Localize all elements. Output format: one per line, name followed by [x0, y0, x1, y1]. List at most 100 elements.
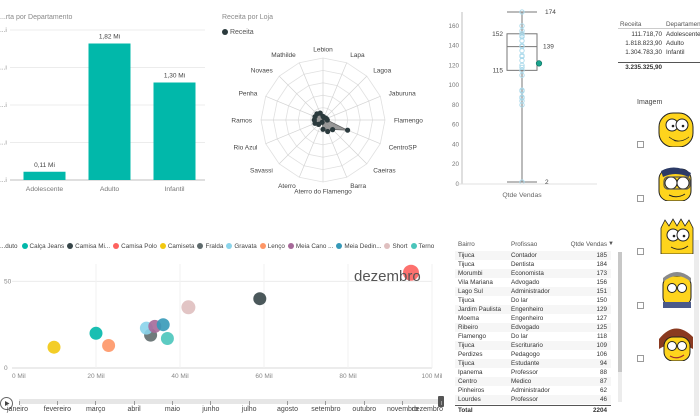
- x-tick-label: Infantil: [164, 186, 185, 193]
- table-row[interactable]: Ipanema Professor 88: [455, 368, 611, 377]
- timeline-month-label[interactable]: setembro: [311, 406, 341, 413]
- row-checkbox[interactable]: [637, 355, 644, 362]
- table-row[interactable]: Morumbi Economista 173: [455, 269, 611, 278]
- timeline-month-label[interactable]: outubro: [352, 406, 377, 413]
- table-row[interactable]: Tijuca Dentista 184: [455, 260, 611, 269]
- sales-box-plot[interactable]: 0204060801001201401601741521391152Qtde V…: [445, 4, 605, 204]
- timeline-month-label[interactable]: junho: [202, 406, 220, 413]
- dept-bar-chart[interactable]: ...i ...i ...i ...i ...i 0,11 Mi Adolescente 1,…: [0, 22, 215, 202]
- table-row[interactable]: Tijuca Contador 185: [455, 251, 611, 260]
- legend-item[interactable]: Meia Cano ...: [287, 243, 333, 250]
- timeline-month-label[interactable]: novembro: [387, 406, 419, 413]
- cell-profissao: Advogado: [511, 279, 540, 286]
- data-point: [519, 95, 525, 101]
- skinner-avatar: [655, 272, 697, 308]
- data-point: [519, 38, 525, 44]
- sales-header-qtde[interactable]: Qtde Vendas: [570, 241, 607, 248]
- row-checkbox[interactable]: [637, 302, 644, 309]
- table-row[interactable]: Perdizes Pedagogo 106: [455, 350, 611, 359]
- table-row[interactable]: Pinheiros Administrador 62: [455, 386, 611, 395]
- table-row[interactable]: Jardim Paulista Engenheiro 129: [455, 305, 611, 314]
- table-row[interactable]: Flamengo Do lar 118: [455, 332, 611, 341]
- dept-chart-title: ...rta por Departamento: [0, 14, 73, 21]
- cell-qtde-vendas: 106: [596, 351, 607, 358]
- row-checkbox[interactable]: [637, 195, 644, 202]
- revenue-value: 1.304.783,30: [625, 49, 662, 56]
- median-label: 139: [543, 44, 554, 51]
- cell-profissao: Do lar: [511, 297, 528, 304]
- cell-bairro: Perdizes: [458, 351, 483, 358]
- table-row[interactable]: Lago Sul Administrador 151: [455, 287, 611, 296]
- table-row[interactable]: Tijuca Do lar 150: [455, 296, 611, 305]
- timeline-month-label[interactable]: abril: [127, 406, 141, 413]
- legend-dot-icon: [410, 243, 417, 249]
- table-row[interactable]: Vila Mariana Advogado 156: [455, 278, 611, 287]
- legend-item[interactable]: Meia Dedin...: [336, 243, 381, 250]
- legend-item[interactable]: Short: [384, 243, 408, 250]
- department-name: Infantil: [666, 49, 685, 56]
- q1-label: 115: [493, 67, 504, 74]
- timeline-month-label[interactable]: julho: [241, 406, 257, 413]
- y-tick-label: ...i: [0, 27, 7, 34]
- timeline-month-label[interactable]: dezembro: [411, 406, 443, 413]
- image-panel-scrollbar[interactable]: [694, 240, 699, 416]
- cell-profissao: Administrador: [511, 387, 550, 394]
- legend-item[interactable]: Lenço: [259, 243, 285, 250]
- table-row[interactable]: Centro Medico 87: [455, 377, 611, 386]
- sales-table[interactable]: Bairro Profissao Qtde Vendas ▼ Tijuca Con…: [455, 240, 625, 416]
- sales-header-bairro[interactable]: Bairro: [458, 241, 475, 248]
- cell-bairro: Ribeiro: [458, 324, 478, 331]
- timeline-month-label[interactable]: março: [85, 406, 106, 413]
- timeline-months: janeiro fevereiro março abril maio junho julho…: [0, 396, 450, 416]
- revenue-header-department[interactable]: Departamen...: [666, 21, 700, 28]
- radar-axis-label: Jaburuna: [389, 90, 416, 97]
- timeline-month-label[interactable]: fevereiro: [43, 406, 72, 413]
- radar-axis-label: Flamengo: [394, 118, 423, 125]
- play-button[interactable]: [0, 397, 13, 410]
- radar-axis-label: Lagoa: [373, 67, 391, 74]
- min-label: 2: [545, 179, 549, 186]
- legend-item[interactable]: Camiseta: [159, 243, 195, 250]
- radar-axis-label: Aterro do Flamengo: [294, 189, 352, 196]
- legend-dot-icon: [259, 243, 266, 249]
- revenue-header-receita[interactable]: Receita: [620, 21, 642, 28]
- revenue-row[interactable]: 1.818.823,90 Adulto: [618, 39, 700, 48]
- timeline-month-label[interactable]: maio: [164, 406, 181, 413]
- timeline-tick: [18, 401, 20, 405]
- revenue-table[interactable]: Receita Departamen... 111.718,70 Adolesce…: [618, 20, 700, 71]
- cell-bairro: Pinheiros: [458, 387, 485, 394]
- table-row[interactable]: Moema Engenheiro 127: [455, 314, 611, 323]
- table-row[interactable]: Tijuca Estudante 94: [455, 359, 611, 368]
- sales-header-profissao[interactable]: Profissao: [511, 241, 538, 248]
- bar-adolescente: [23, 171, 66, 180]
- row-checkbox[interactable]: [637, 141, 644, 148]
- legend-label: Camiseta: [167, 243, 195, 250]
- timeline-tick: [402, 401, 404, 405]
- radar-point: [325, 128, 331, 135]
- product-scatter-chart[interactable]: 0 Mil 20 Mil 40 Mil 60 Mil 80 Mil 100 Mil 50 0 d…: [0, 254, 448, 386]
- radar-axis: [322, 95, 381, 121]
- revenue-row[interactable]: 1.304.783,30 Infantil: [618, 48, 700, 57]
- legend-item[interactable]: Calça Jeans: [21, 243, 64, 250]
- radar-legend-label: Receita: [229, 29, 254, 36]
- table-row[interactable]: Tijuca Escriturario 109: [455, 341, 611, 350]
- store-radar-chart[interactable]: Lebion Lapa Lagoa Jaburuna Flamengo CentroSP C…: [222, 38, 442, 198]
- timeline-month-label[interactable]: janeiro: [7, 406, 29, 413]
- x-tick-label: 60 Mil: [255, 373, 273, 380]
- legend-item[interactable]: Gravata: [226, 243, 257, 250]
- table-row[interactable]: Ribeiro Edvogado 125: [455, 323, 611, 332]
- legend-item[interactable]: Camisa Polo: [113, 243, 157, 250]
- row-checkbox[interactable]: [637, 248, 644, 255]
- legend-item[interactable]: Camisa Mi...: [67, 243, 110, 250]
- legend-item[interactable]: Terno: [410, 243, 434, 250]
- sales-total-label: Total: [458, 407, 473, 414]
- legend-item[interactable]: Fralda: [197, 243, 223, 250]
- y-tick-label: ...i: [0, 140, 7, 147]
- timeline-month-label[interactable]: agosto: [276, 406, 299, 413]
- table-row[interactable]: Lourdes Professor 46: [455, 395, 611, 404]
- revenue-row[interactable]: 111.718,70 Adolescente: [618, 30, 700, 39]
- sales-table-scroll-thumb[interactable]: [618, 252, 622, 372]
- cell-bairro: Tijuca: [458, 297, 475, 304]
- timeline-track[interactable]: [19, 399, 444, 404]
- y-tick-label: 120: [448, 62, 459, 69]
